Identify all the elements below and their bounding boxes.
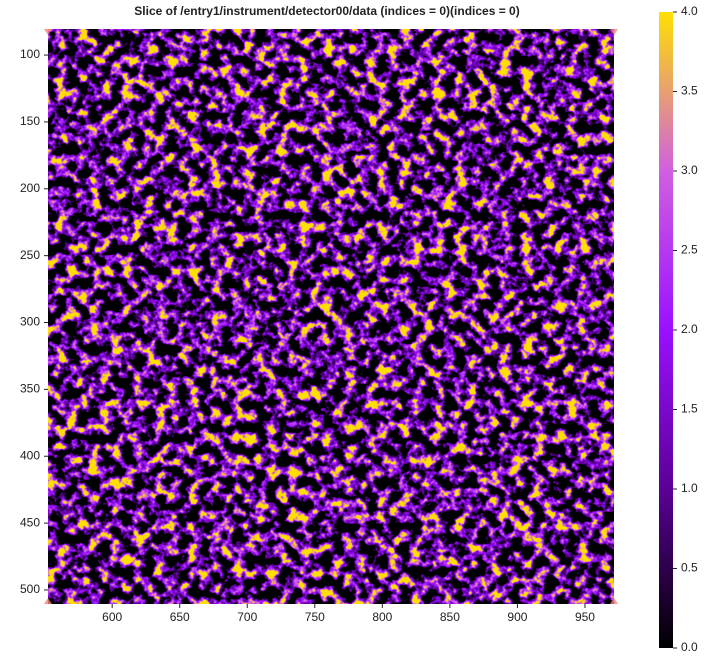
colorbar-tick-label: 2.5 [681, 243, 698, 257]
x-tick-label: 800 [372, 610, 392, 624]
x-tick-label: 750 [305, 610, 325, 624]
x-tick-label: 600 [102, 610, 122, 624]
colorbar-tick-label: 4.0 [681, 4, 698, 18]
y-tick-label: 500 [20, 582, 40, 596]
x-tick-label: 700 [237, 610, 257, 624]
colorbar-tick-label: 0.5 [681, 561, 698, 575]
y-tick-label: 300 [20, 315, 40, 329]
x-tick-label: 900 [507, 610, 527, 624]
y-tick-label: 350 [20, 382, 40, 396]
y-tick-label: 150 [20, 114, 40, 128]
colorbar-tick-label: 1.0 [681, 481, 698, 495]
colorbar [659, 12, 673, 648]
y-tick-label: 400 [20, 448, 40, 462]
x-tick-label: 850 [440, 610, 460, 624]
y-tick-label: 450 [20, 515, 40, 529]
y-tick-label: 100 [20, 47, 40, 61]
y-tick-label: 200 [20, 181, 40, 195]
chart-title: Slice of /entry1/instrument/detector00/d… [134, 4, 519, 18]
colorbar-tick-label: 3.0 [681, 163, 698, 177]
colorbar-tick-label: 3.5 [681, 84, 698, 98]
x-tick-label: 950 [575, 610, 595, 624]
heatmap-image [48, 29, 614, 604]
colorbar-tick-label: 1.5 [681, 402, 698, 416]
colorbar-tick-label: 2.0 [681, 322, 698, 336]
colorbar-tick-label: 0.0 [681, 640, 698, 654]
x-tick-label: 650 [170, 610, 190, 624]
y-tick-label: 250 [20, 248, 40, 262]
